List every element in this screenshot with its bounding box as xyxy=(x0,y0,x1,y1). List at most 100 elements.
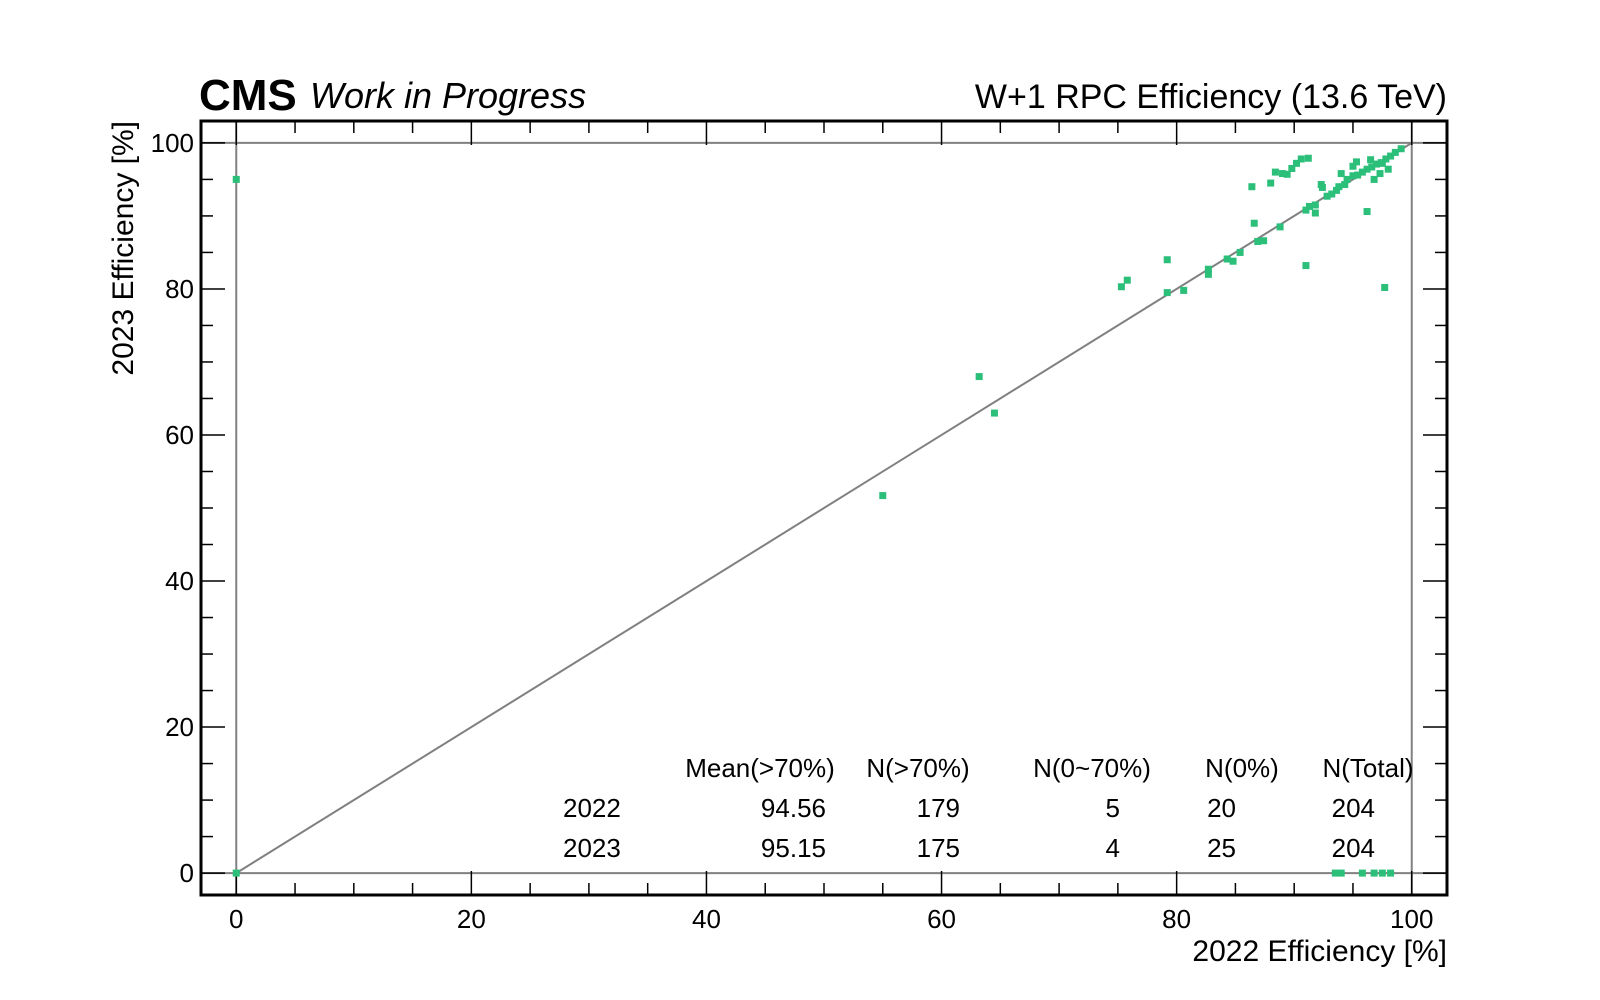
x-tick-label: 100 xyxy=(1390,904,1433,934)
table-header-cell: N(>70%) xyxy=(866,753,969,783)
data-point xyxy=(1254,237,1262,245)
table-row-year: 2022 xyxy=(563,793,621,823)
data-point xyxy=(1341,181,1349,189)
table-row-year: 2023 xyxy=(563,833,621,863)
data-point xyxy=(1302,206,1310,214)
data-point xyxy=(1271,168,1279,176)
data-point xyxy=(1378,869,1386,877)
data-point xyxy=(1333,186,1341,194)
chart-title: W+1 RPC Efficiency (13.6 TeV) xyxy=(975,78,1447,116)
data-point xyxy=(1391,148,1399,156)
summary-table: Mean(>70%) N(>70%) N(0~70%) N(0%) N(Total) 20… xyxy=(563,753,1414,863)
table-header-cell: N(0%) xyxy=(1205,753,1279,783)
data-point xyxy=(232,869,240,877)
data-point xyxy=(1293,159,1301,167)
tick-labels: 0 20 40 60 80 100 0 20 40 60 80 100 xyxy=(151,128,1434,934)
data-point xyxy=(1376,170,1384,178)
data-point xyxy=(1204,265,1212,273)
x-tick-label: 0 xyxy=(229,904,243,934)
data-point xyxy=(1311,201,1319,209)
table-cell: 204 xyxy=(1332,833,1375,863)
y-tick-label: 60 xyxy=(165,420,194,450)
data-point xyxy=(1163,256,1171,264)
data-point xyxy=(1337,869,1345,877)
data-point xyxy=(1318,183,1326,191)
work-in-progress-label: Work in Progress xyxy=(310,75,586,116)
data-point xyxy=(1354,171,1362,179)
table-header-cell: Mean(>70%) xyxy=(685,753,835,783)
data-point xyxy=(1305,202,1313,210)
data-point xyxy=(1311,209,1319,217)
data-point xyxy=(1163,289,1171,297)
data-point xyxy=(1248,183,1256,191)
axis-ticks xyxy=(201,121,1447,895)
data-point xyxy=(1250,219,1258,227)
y-axis-title: 2023 Efficiency [%] xyxy=(107,121,140,376)
data-point xyxy=(1278,170,1286,178)
data-point xyxy=(1117,283,1125,291)
plot-area xyxy=(201,121,1447,895)
data-point xyxy=(1337,170,1345,178)
table-cell: 204 xyxy=(1332,793,1375,823)
y-tick-label: 40 xyxy=(165,566,194,596)
data-point xyxy=(1352,158,1360,166)
table-header-cell: N(0~70%) xyxy=(1033,753,1151,783)
table-header-cell: N(Total) xyxy=(1322,753,1413,783)
table-cell: 179 xyxy=(917,793,960,823)
data-point xyxy=(1370,175,1378,183)
data-point xyxy=(879,492,887,500)
x-axis-title: 2022 Efficiency [%] xyxy=(1192,935,1447,968)
y-tick-label: 100 xyxy=(151,128,194,158)
table-cell: 94.56 xyxy=(761,793,826,823)
data-point xyxy=(1180,286,1188,294)
y-tick-label: 80 xyxy=(165,274,194,304)
data-point xyxy=(1283,170,1291,178)
data-point xyxy=(1363,165,1371,173)
data-point xyxy=(1236,248,1244,256)
data-point xyxy=(1335,183,1343,191)
data-point xyxy=(1260,237,1268,245)
y-tick-label: 20 xyxy=(165,712,194,742)
x-tick-label: 80 xyxy=(1162,904,1191,934)
y-tick-label: 0 xyxy=(180,858,194,888)
plot-frame xyxy=(199,119,1449,897)
data-point xyxy=(1331,869,1339,877)
table-cell: 20 xyxy=(1207,793,1236,823)
data-point xyxy=(1276,223,1284,231)
data-point xyxy=(1387,152,1395,160)
data-point xyxy=(1349,172,1357,180)
data-point xyxy=(1370,869,1378,877)
cms-label: CMS xyxy=(199,71,297,120)
table-cell: 175 xyxy=(917,833,960,863)
data-point xyxy=(1229,257,1237,265)
data-point xyxy=(1363,208,1371,216)
data-point xyxy=(1349,162,1357,170)
data-point xyxy=(1382,155,1390,163)
data-point xyxy=(1358,869,1366,877)
table-cell: 4 xyxy=(1106,833,1120,863)
data-point xyxy=(1304,154,1312,162)
x-tick-label: 40 xyxy=(692,904,721,934)
data-point xyxy=(1267,179,1275,187)
data-point xyxy=(975,373,983,381)
data-point xyxy=(232,175,240,183)
diagonal-reference-line xyxy=(235,142,1413,874)
data-point xyxy=(1123,276,1131,284)
table-cell: 5 xyxy=(1106,793,1120,823)
data-point xyxy=(1381,283,1389,291)
table-cell: 25 xyxy=(1207,833,1236,863)
data-point xyxy=(1378,159,1386,167)
data-point xyxy=(990,409,998,417)
data-point xyxy=(1297,155,1305,163)
data-point xyxy=(1368,163,1376,171)
data-point xyxy=(1204,270,1212,278)
data-point xyxy=(1367,156,1375,164)
data-point xyxy=(1384,165,1392,173)
data-point xyxy=(1302,262,1310,270)
x-tick-label: 60 xyxy=(927,904,956,934)
data-point xyxy=(1328,190,1336,198)
table-cell: 95.15 xyxy=(761,833,826,863)
data-point xyxy=(1387,869,1395,877)
x-tick-label: 20 xyxy=(457,904,486,934)
